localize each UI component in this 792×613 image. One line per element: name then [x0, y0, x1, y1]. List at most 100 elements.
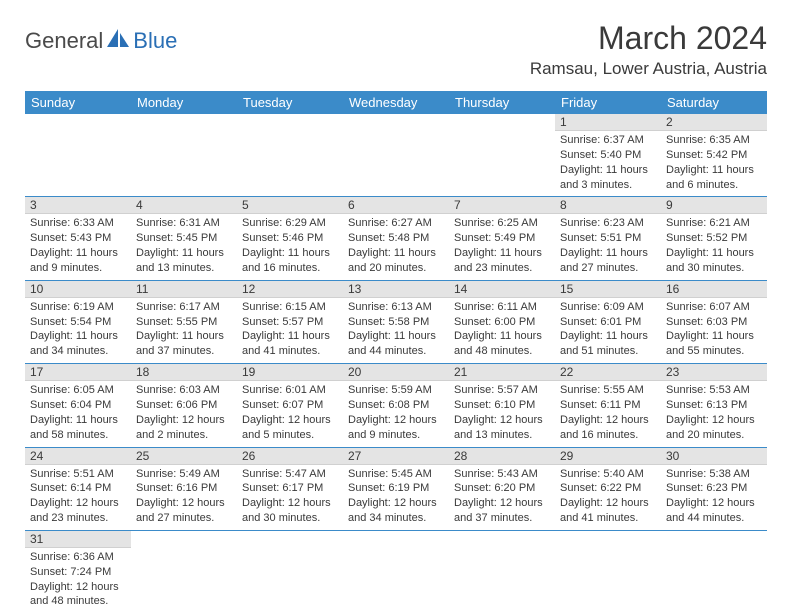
calendar-cell: 8Sunrise: 6:23 AMSunset: 5:51 PMDaylight…	[555, 197, 661, 280]
sunset-text: Sunset: 6:01 PM	[560, 315, 656, 330]
sunrise-text: Sunrise: 6:37 AM	[560, 133, 656, 148]
calendar-cell: 15Sunrise: 6:09 AMSunset: 6:01 PMDayligh…	[555, 280, 661, 363]
day-content: Sunrise: 6:27 AMSunset: 5:48 PMDaylight:…	[343, 214, 449, 279]
sunrise-text: Sunrise: 6:29 AM	[242, 216, 338, 231]
sunset-text: Sunset: 6:22 PM	[560, 481, 656, 496]
day-number: 10	[25, 281, 131, 298]
weekday-header: Saturday	[661, 91, 767, 114]
day-content: Sunrise: 6:23 AMSunset: 5:51 PMDaylight:…	[555, 214, 661, 279]
sunrise-text: Sunrise: 5:40 AM	[560, 467, 656, 482]
sunrise-text: Sunrise: 6:33 AM	[30, 216, 126, 231]
calendar-cell	[343, 530, 449, 613]
weekday-header: Sunday	[25, 91, 131, 114]
sunrise-text: Sunrise: 6:25 AM	[454, 216, 550, 231]
sunrise-text: Sunrise: 5:57 AM	[454, 383, 550, 398]
daylight-text: Daylight: 11 hours and 23 minutes.	[454, 246, 550, 276]
daylight-text: Daylight: 12 hours and 48 minutes.	[30, 580, 126, 610]
day-content: Sunrise: 6:03 AMSunset: 6:06 PMDaylight:…	[131, 381, 237, 446]
calendar-cell: 11Sunrise: 6:17 AMSunset: 5:55 PMDayligh…	[131, 280, 237, 363]
daylight-text: Daylight: 11 hours and 55 minutes.	[666, 329, 762, 359]
day-content: Sunrise: 5:55 AMSunset: 6:11 PMDaylight:…	[555, 381, 661, 446]
sunset-text: Sunset: 7:24 PM	[30, 565, 126, 580]
daylight-text: Daylight: 12 hours and 16 minutes.	[560, 413, 656, 443]
sunset-text: Sunset: 5:57 PM	[242, 315, 338, 330]
sunset-text: Sunset: 5:55 PM	[136, 315, 232, 330]
sunset-text: Sunset: 6:14 PM	[30, 481, 126, 496]
day-content: Sunrise: 6:15 AMSunset: 5:57 PMDaylight:…	[237, 298, 343, 363]
sunrise-text: Sunrise: 6:36 AM	[30, 550, 126, 565]
daylight-text: Daylight: 11 hours and 16 minutes.	[242, 246, 338, 276]
calendar-cell: 18Sunrise: 6:03 AMSunset: 6:06 PMDayligh…	[131, 364, 237, 447]
sunrise-text: Sunrise: 5:51 AM	[30, 467, 126, 482]
day-content: Sunrise: 6:11 AMSunset: 6:00 PMDaylight:…	[449, 298, 555, 363]
day-number: 24	[25, 448, 131, 465]
weekday-header: Thursday	[449, 91, 555, 114]
calendar-cell: 1Sunrise: 6:37 AMSunset: 5:40 PMDaylight…	[555, 114, 661, 197]
day-number: 27	[343, 448, 449, 465]
location: Ramsau, Lower Austria, Austria	[530, 59, 767, 79]
sunrise-text: Sunrise: 6:21 AM	[666, 216, 762, 231]
day-content: Sunrise: 5:51 AMSunset: 6:14 PMDaylight:…	[25, 465, 131, 530]
calendar-cell	[343, 114, 449, 197]
calendar-cell: 27 Sunrise: 5:45 AMSunset: 6:19 PMDayligh…	[343, 447, 449, 530]
sunset-text: Sunset: 5:43 PM	[30, 231, 126, 246]
calendar-cell: 25Sunrise: 5:49 AMSunset: 6:16 PMDayligh…	[131, 447, 237, 530]
daylight-text: Daylight: 11 hours and 34 minutes.	[30, 329, 126, 359]
sunrise-text: Sunrise: 6:01 AM	[242, 383, 338, 398]
calendar-cell: 3Sunrise: 6:33 AMSunset: 5:43 PMDaylight…	[25, 197, 131, 280]
sunrise-text: Sunrise: 6:07 AM	[666, 300, 762, 315]
daylight-text: Daylight: 11 hours and 13 minutes.	[136, 246, 232, 276]
sunrise-text: Sunrise: 5:45 AM	[348, 467, 444, 482]
sunrise-text: Sunrise: 6:11 AM	[454, 300, 550, 315]
daylight-text: Daylight: 12 hours and 2 minutes.	[136, 413, 232, 443]
calendar-cell: 6Sunrise: 6:27 AMSunset: 5:48 PMDaylight…	[343, 197, 449, 280]
calendar-row: 1Sunrise: 6:37 AMSunset: 5:40 PMDaylight…	[25, 114, 767, 197]
calendar-cell	[449, 114, 555, 197]
sunset-text: Sunset: 5:45 PM	[136, 231, 232, 246]
sunrise-text: Sunrise: 6:13 AM	[348, 300, 444, 315]
sunrise-text: Sunrise: 5:59 AM	[348, 383, 444, 398]
day-content: Sunrise: 5:40 AMSunset: 6:22 PMDaylight:…	[555, 465, 661, 530]
day-number: 14	[449, 281, 555, 298]
sunset-text: Sunset: 6:19 PM	[348, 481, 444, 496]
daylight-text: Daylight: 11 hours and 48 minutes.	[454, 329, 550, 359]
sunset-text: Sunset: 6:17 PM	[242, 481, 338, 496]
calendar-row: 10Sunrise: 6:19 AMSunset: 5:54 PMDayligh…	[25, 280, 767, 363]
daylight-text: Daylight: 12 hours and 20 minutes.	[666, 413, 762, 443]
daylight-text: Daylight: 12 hours and 13 minutes.	[454, 413, 550, 443]
daylight-text: Daylight: 11 hours and 37 minutes.	[136, 329, 232, 359]
calendar-row: 17Sunrise: 6:05 AMSunset: 6:04 PMDayligh…	[25, 364, 767, 447]
calendar-cell: 21Sunrise: 5:57 AMSunset: 6:10 PMDayligh…	[449, 364, 555, 447]
day-content: Sunrise: 6:33 AMSunset: 5:43 PMDaylight:…	[25, 214, 131, 279]
sunset-text: Sunset: 6:08 PM	[348, 398, 444, 413]
sunset-text: Sunset: 6:03 PM	[666, 315, 762, 330]
sunset-text: Sunset: 5:52 PM	[666, 231, 762, 246]
day-content: Sunrise: 5:43 AMSunset: 6:20 PMDaylight:…	[449, 465, 555, 530]
daylight-text: Daylight: 12 hours and 44 minutes.	[666, 496, 762, 526]
header: General Blue March 2024 Ramsau, Lower Au…	[25, 20, 767, 79]
sunset-text: Sunset: 5:54 PM	[30, 315, 126, 330]
weekday-header: Wednesday	[343, 91, 449, 114]
daylight-text: Daylight: 12 hours and 34 minutes.	[348, 496, 444, 526]
sunrise-text: Sunrise: 6:05 AM	[30, 383, 126, 398]
day-content: Sunrise: 5:59 AMSunset: 6:08 PMDaylight:…	[343, 381, 449, 446]
calendar-cell	[131, 114, 237, 197]
day-content: Sunrise: 6:09 AMSunset: 6:01 PMDaylight:…	[555, 298, 661, 363]
daylight-text: Daylight: 12 hours and 5 minutes.	[242, 413, 338, 443]
day-content: Sunrise: 6:19 AMSunset: 5:54 PMDaylight:…	[25, 298, 131, 363]
sunset-text: Sunset: 5:40 PM	[560, 148, 656, 163]
sunset-text: Sunset: 6:06 PM	[136, 398, 232, 413]
weekday-header-row: SundayMondayTuesdayWednesdayThursdayFrid…	[25, 91, 767, 114]
day-number: 30	[661, 448, 767, 465]
calendar-cell: 12Sunrise: 6:15 AMSunset: 5:57 PMDayligh…	[237, 280, 343, 363]
daylight-text: Daylight: 11 hours and 20 minutes.	[348, 246, 444, 276]
day-content: Sunrise: 6:29 AMSunset: 5:46 PMDaylight:…	[237, 214, 343, 279]
day-number: 6	[343, 197, 449, 214]
day-number: 7	[449, 197, 555, 214]
sunrise-text: Sunrise: 6:27 AM	[348, 216, 444, 231]
weekday-header: Friday	[555, 91, 661, 114]
day-content: Sunrise: 6:35 AMSunset: 5:42 PMDaylight:…	[661, 131, 767, 196]
daylight-text: Daylight: 11 hours and 3 minutes.	[560, 163, 656, 193]
daylight-text: Daylight: 12 hours and 9 minutes.	[348, 413, 444, 443]
daylight-text: Daylight: 12 hours and 23 minutes.	[30, 496, 126, 526]
